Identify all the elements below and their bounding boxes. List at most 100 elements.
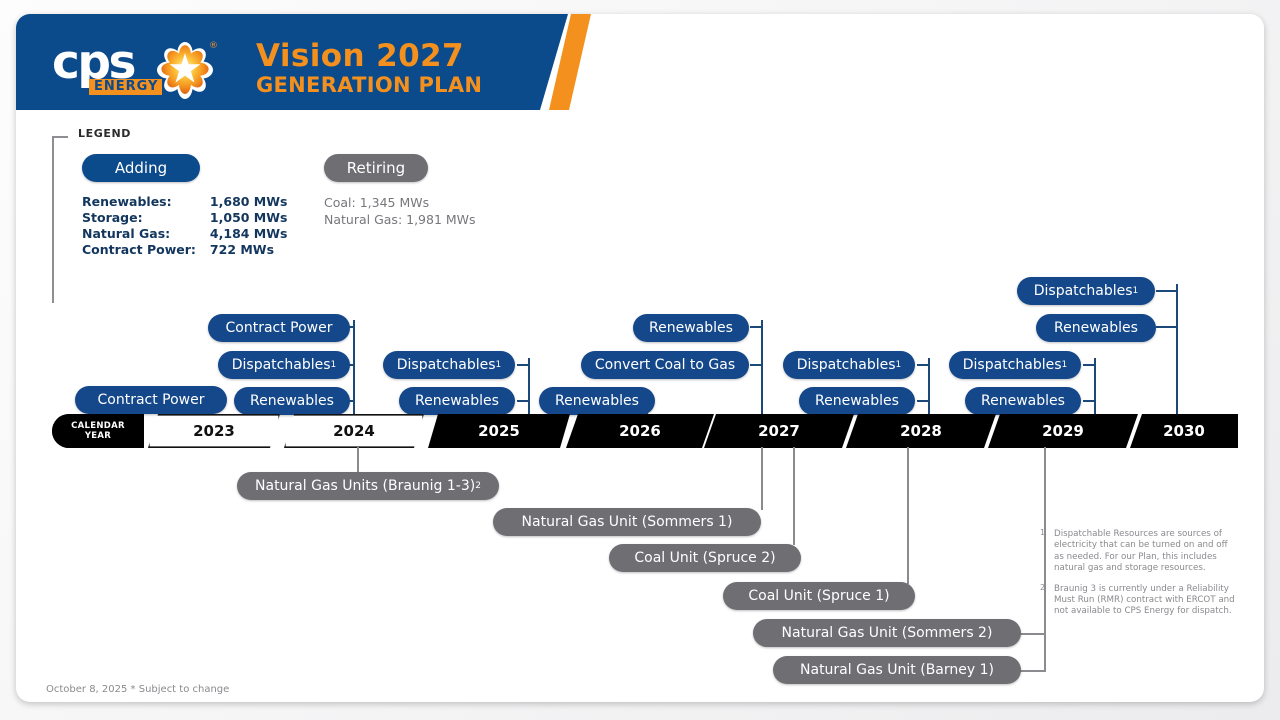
- adding-pill-2028-dispatchables[interactable]: Dispatchables 1: [783, 351, 915, 379]
- legend-adding-label: Contract Power:: [82, 242, 196, 257]
- adding-pill-2029-renewables[interactable]: Renewables: [965, 387, 1081, 415]
- retiring-pill-sommers1[interactable]: Natural Gas Unit (Sommers 1): [493, 508, 761, 536]
- timeline-year-2027[interactable]: 2027: [704, 414, 854, 448]
- header-title-group: Vision 2027 GENERATION PLAN: [256, 38, 483, 98]
- connector-2030-a: [1156, 290, 1178, 292]
- adding-pill-2024-renewables[interactable]: Renewables: [234, 387, 350, 415]
- connector-2029-spine: [1094, 358, 1096, 432]
- pill-label: Dispatchables: [1033, 283, 1133, 299]
- slide-card: cps ENERGY ®: [16, 14, 1264, 702]
- legend-adding-badge: Adding: [82, 154, 200, 182]
- adding-pill-2030-dispatchables[interactable]: Dispatchables 1: [1017, 277, 1155, 305]
- legend-adding-value: 4,184 MWs: [209, 226, 288, 241]
- header: cps ENERGY ®: [16, 14, 1264, 110]
- timeline-axis-label-line2: YEAR: [84, 431, 112, 441]
- connector-2029-b: [1083, 400, 1095, 402]
- legend-adding-value: 1,680 MWs: [209, 194, 288, 209]
- legend-adding-row: Storage: 1,050 MWs: [82, 210, 287, 226]
- retiring-connector-sommers2: [1020, 633, 1046, 635]
- timeline-year-2030[interactable]: 2030: [1130, 414, 1238, 448]
- connector-2025-spine: [528, 358, 530, 432]
- pill-label: Dispatchables: [231, 357, 331, 373]
- connector-2025-b: [517, 400, 529, 402]
- legend-adding-value: 1,050 MWs: [209, 210, 288, 225]
- connector-2027-b: [750, 364, 762, 366]
- timeline-year-2024[interactable]: 2024: [284, 414, 424, 448]
- legend-retiring-list: Coal: 1,345 MWs Natural Gas: 1,981 MWs: [324, 194, 476, 228]
- legend-adding-label: Renewables:: [82, 194, 172, 209]
- page-subtitle: GENERATION PLAN: [256, 73, 483, 97]
- adding-pill-2026-renewables[interactable]: Renewables: [539, 387, 655, 415]
- timeline-year-2023[interactable]: 2023: [148, 414, 280, 448]
- connector-2027-a: [750, 326, 762, 328]
- retiring-connector-barney1-spine: [1044, 447, 1046, 671]
- starburst-icon: [156, 42, 214, 100]
- retiring-connector-braunig: [357, 447, 359, 477]
- legend-adding-label: Natural Gas:: [82, 226, 171, 241]
- connector-2030-spine: [1176, 284, 1178, 432]
- legend-retiring-item: Coal: 1,345 MWs: [324, 195, 430, 210]
- calendar-year-timeline: CALENDAR YEAR 2023 2024 2025 2026 2027 2…: [52, 414, 1238, 448]
- timeline-axis-label-line1: CALENDAR: [71, 421, 125, 431]
- retiring-connector-spruce2: [793, 447, 795, 545]
- legend-adding-row: Contract Power: 722 MWs: [82, 242, 287, 258]
- connector-2029-a: [1083, 364, 1095, 366]
- cps-energy-logo[interactable]: cps ENERGY ®: [52, 35, 227, 101]
- pill-label: Dispatchables: [962, 357, 1062, 373]
- adding-pill-2029-dispatchables[interactable]: Dispatchables 1: [949, 351, 1081, 379]
- timeline-year-2025[interactable]: 2025: [428, 414, 570, 448]
- pill-label: Natural Gas Units (Braunig 1-3): [255, 478, 476, 494]
- legend-adding-row: Renewables: 1,680 MWs: [82, 194, 287, 210]
- footnote-text: Dispatchable Resources are sources of el…: [1054, 529, 1228, 574]
- connector-2028-b: [917, 400, 929, 402]
- legend-retiring-badge: Retiring: [324, 154, 428, 182]
- page-title: Vision 2027: [256, 38, 464, 74]
- retiring-pill-spruce2[interactable]: Coal Unit (Spruce 2): [609, 544, 801, 572]
- footnotes: 1 Dispatchable Resources are sources of …: [1040, 528, 1240, 627]
- pill-label: Dispatchables: [396, 357, 496, 373]
- footer-date-note: October 8, 2025 * Subject to change: [46, 684, 230, 695]
- timeline-year-2029[interactable]: 2029: [988, 414, 1138, 448]
- legend-adding-list: Renewables: 1,680 MWs Storage: 1,050 MWs…: [82, 194, 287, 258]
- adding-pill-2025-renewables[interactable]: Renewables: [399, 387, 515, 415]
- adding-pill-2030-renewables[interactable]: Renewables: [1036, 314, 1156, 342]
- timeline-year-2028[interactable]: 2028: [846, 414, 996, 448]
- legend-retiring-item: Natural Gas: 1,981 MWs: [324, 212, 476, 227]
- retiring-connector-barney1: [1020, 670, 1046, 672]
- legend-bracket: [52, 136, 68, 303]
- timeline-year-2026[interactable]: 2026: [566, 414, 714, 448]
- registered-trademark-icon: ®: [209, 41, 218, 51]
- footnote-text: Braunig 3 is currently under a Reliabili…: [1054, 583, 1235, 617]
- adding-pill-2027-convert-coal-to-gas[interactable]: Convert Coal to Gas: [581, 351, 749, 379]
- adding-pill-2024-dispatchables[interactable]: Dispatchables 1: [218, 351, 350, 379]
- retiring-pill-braunig[interactable]: Natural Gas Units (Braunig 1-3) 2: [237, 472, 499, 500]
- connector-2027-spine: [761, 320, 763, 432]
- timeline-axis-label: CALENDAR YEAR: [52, 414, 144, 448]
- legend-adding-value: 722 MWs: [209, 242, 275, 257]
- footnote-marker: 1: [1040, 528, 1046, 537]
- retiring-connector-sommers1: [761, 447, 763, 510]
- adding-pill-2025-dispatchables[interactable]: Dispatchables 1: [383, 351, 515, 379]
- footnote-marker: 2: [1040, 582, 1046, 592]
- legend: LEGEND Adding Retiring Renewables: 1,680…: [52, 126, 572, 303]
- connector-2025-a: [517, 364, 529, 366]
- logo-wordmark: cps: [52, 35, 136, 90]
- retiring-pill-barney1[interactable]: Natural Gas Unit (Barney 1): [773, 656, 1021, 684]
- retiring-pill-sommers2[interactable]: Natural Gas Unit (Sommers 2): [753, 619, 1021, 647]
- logo-energy-band: ENERGY: [89, 79, 163, 95]
- retiring-connector-spruce1: [907, 447, 909, 584]
- legend-adding-row: Natural Gas: 4,184 MWs: [82, 226, 287, 242]
- adding-pill-2028-renewables[interactable]: Renewables: [799, 387, 915, 415]
- connector-2028-a: [917, 364, 929, 366]
- legend-adding-label: Storage:: [82, 210, 143, 225]
- footnote-item: 1 Dispatchable Resources are sources of …: [1040, 528, 1240, 575]
- connector-2028-spine: [928, 358, 930, 432]
- connector-2030-b: [1156, 326, 1178, 328]
- adding-pill-2024-contract-power[interactable]: Contract Power: [208, 314, 350, 342]
- adding-pill-2027-renewables-top[interactable]: Renewables: [633, 314, 749, 342]
- retiring-pill-spruce1[interactable]: Coal Unit (Spruce 1): [723, 582, 915, 610]
- legend-title: LEGEND: [78, 127, 132, 140]
- adding-pill-2023-contract-power[interactable]: Contract Power: [75, 386, 227, 414]
- connector-2024-spine: [353, 320, 355, 432]
